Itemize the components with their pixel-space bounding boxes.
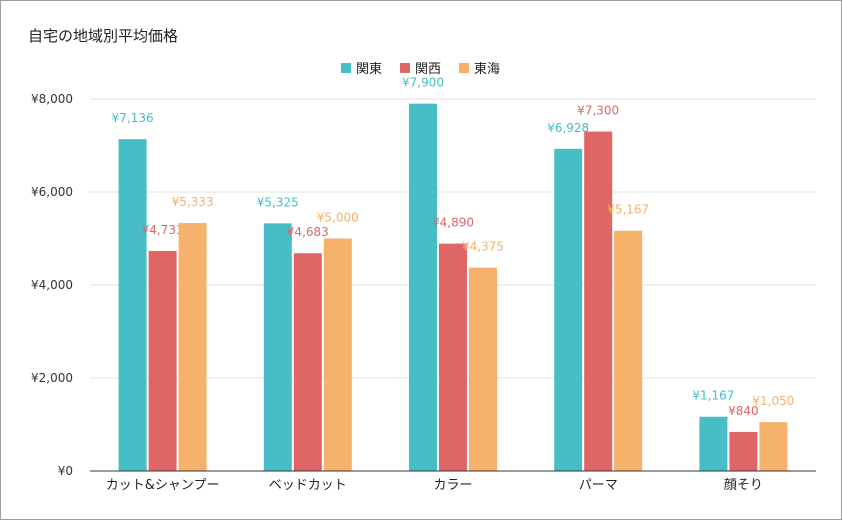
- x-tick-label: カラー: [433, 478, 472, 493]
- bar: [148, 250, 177, 471]
- data-label: ¥4,375: [462, 240, 504, 254]
- bar: [118, 139, 147, 471]
- bars: ¥7,136 ¥4,733 ¥5,333 ¥5,325 ¥4,683¥5,000 ¥7,9…: [112, 76, 794, 472]
- y-tick-label: ¥8,000: [31, 92, 73, 106]
- y-axis: ¥0 ¥2,000 ¥4,000 ¥6,000 ¥8,000: [31, 92, 73, 478]
- legend-label: 関西: [415, 62, 441, 77]
- bar: [323, 238, 352, 471]
- data-label: ¥7,136: [112, 111, 154, 125]
- bar: [439, 243, 467, 471]
- x-tick-label: ベッドカット: [269, 478, 347, 493]
- bar: [409, 103, 437, 472]
- bar: [178, 223, 207, 471]
- data-label: ¥4,890: [432, 216, 474, 230]
- bar: [759, 422, 788, 471]
- data-label: ¥7,300: [577, 104, 619, 118]
- bar: [614, 230, 643, 471]
- data-label: ¥840: [728, 404, 759, 418]
- legend-label: 東海: [474, 61, 500, 77]
- data-label: ¥1,167: [692, 389, 734, 403]
- legend-label: 関東: [356, 61, 382, 77]
- bar: [263, 223, 292, 471]
- bar: [554, 148, 583, 471]
- data-label: ¥1,050: [752, 394, 794, 408]
- legend-swatch: [459, 63, 469, 73]
- legend: 関東 関西 東海: [341, 61, 500, 77]
- y-tick-label: ¥2,000: [31, 371, 73, 385]
- chart-title: 自宅の地域別平均価格: [28, 27, 179, 45]
- bar: [729, 431, 758, 471]
- y-tick-label: ¥0: [58, 464, 73, 478]
- bar: [699, 416, 728, 471]
- data-label: ¥7,900: [402, 76, 444, 90]
- bar: [469, 267, 497, 471]
- data-label: ¥5,325: [257, 195, 299, 209]
- legend-swatch: [400, 63, 410, 73]
- x-tick-label: 顔そり: [724, 478, 763, 493]
- bar: [584, 131, 613, 472]
- bar: [293, 253, 322, 471]
- y-tick-label: ¥4,000: [31, 278, 73, 292]
- data-label: ¥6,928: [547, 121, 589, 135]
- data-label: ¥5,000: [317, 211, 359, 225]
- x-tick-label: パーマ: [579, 478, 618, 493]
- data-label: ¥4,733: [142, 223, 184, 237]
- x-tick-label: カット&シャンプー: [106, 478, 220, 493]
- data-label: ¥4,683: [287, 225, 329, 239]
- y-tick-label: ¥6,000: [31, 185, 73, 199]
- data-label: ¥5,167: [607, 203, 649, 217]
- data-label: ¥5,333: [172, 195, 214, 209]
- legend-swatch: [341, 63, 351, 73]
- x-axis: カット&シャンプー ベッドカット カラー パーマ 顔そり: [90, 470, 816, 493]
